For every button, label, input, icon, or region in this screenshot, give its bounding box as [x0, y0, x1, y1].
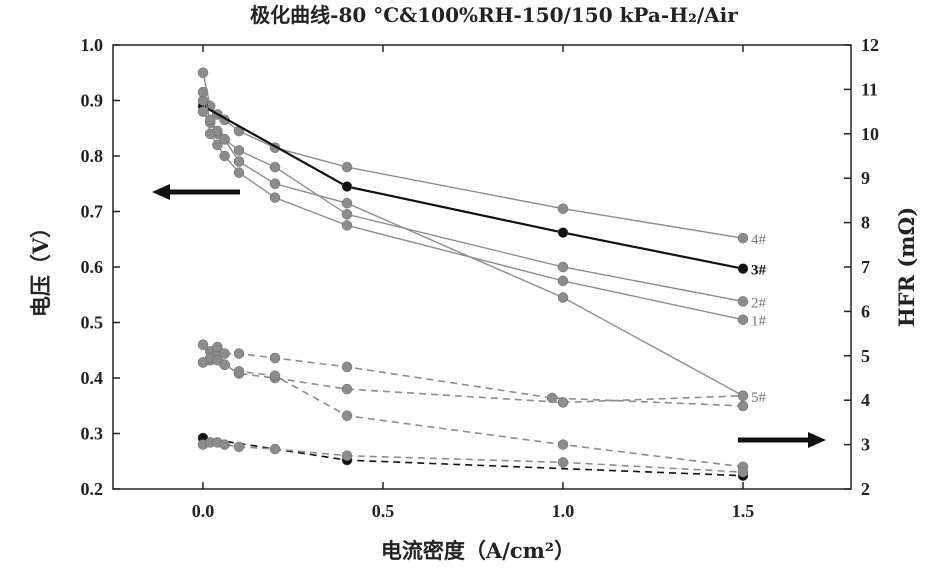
hfr-data-point [341, 383, 353, 395]
left-y-axis-label: 电压（V） [28, 217, 53, 317]
series-label: 2# [751, 295, 767, 311]
hfr-data-point [269, 443, 281, 455]
series-label: 5# [751, 390, 767, 406]
y-right-tick-label: 6 [861, 301, 870, 321]
hfr-data-point [557, 457, 569, 468]
hfr-data-point [546, 392, 558, 404]
hfr-data-point [737, 466, 749, 478]
y-left-tick-label: 0.5 [81, 313, 104, 333]
polarization-data-point [341, 181, 353, 192]
left-y-axis: 0.2 0.3 0.4 0.5 0.6 0.7 0.8 0.9 1.0 [81, 35, 120, 499]
polarization-data-point [233, 145, 245, 156]
polarization-data-point [212, 139, 223, 151]
y-right-tick-label: 3 [861, 435, 870, 455]
polarization-data-point [219, 134, 230, 145]
x-tick-label: 1.0 [552, 501, 575, 521]
hfr-data-point [557, 397, 569, 408]
y-right-tick-label: 4 [861, 390, 870, 410]
polarization-data-point [233, 156, 245, 167]
hfr-data-point [233, 348, 245, 359]
polarization-series-line [202, 100, 744, 321]
polarization-data-point [737, 390, 749, 402]
polarization-data-point [269, 161, 281, 173]
left-arrow-annotation [152, 184, 240, 200]
polarization-data-point [204, 114, 216, 126]
y-left-tick-label: 0.7 [81, 202, 104, 222]
polarization-data-point [737, 263, 749, 274]
hfr-data-point [557, 439, 569, 450]
hfr-series-line [202, 357, 744, 468]
y-left-tick-label: 0.3 [81, 424, 104, 444]
series-label: 4# [751, 232, 767, 248]
x-axis: 0.0 0.5 1.0 1.5 [192, 45, 755, 521]
hfr-data-point [341, 410, 353, 421]
y-left-tick-label: 0.9 [81, 91, 104, 111]
y-right-tick-label: 9 [861, 168, 870, 188]
hfr-data-point [219, 439, 230, 450]
y-right-tick-label: 11 [861, 79, 878, 99]
right-y-axis-label: HFR (mΩ) [894, 207, 919, 327]
y-right-tick-label: 2 [861, 479, 870, 499]
polarization-data-point [212, 125, 223, 137]
polarization-data-point [269, 192, 281, 203]
hfr-data-point [737, 400, 749, 412]
hfr-data-point [197, 339, 209, 350]
y-left-tick-label: 0.4 [81, 368, 104, 388]
y-right-tick-label: 10 [861, 124, 879, 144]
polarization-data-point [219, 150, 230, 162]
hfr-series-line [202, 437, 744, 477]
polarization-data-point [269, 178, 281, 189]
polarization-series-line [202, 105, 744, 270]
hfr-data-point [219, 359, 230, 370]
polarization-data-point [233, 167, 245, 178]
hfr-data-point [233, 366, 245, 377]
polarization-data-point [557, 203, 569, 214]
hfr-data-point [269, 370, 281, 382]
y-left-tick-label: 0.2 [81, 479, 104, 499]
polarization-series-line [202, 111, 744, 303]
x-tick-label: 0.5 [372, 501, 395, 521]
y-right-tick-label: 7 [861, 257, 870, 277]
y-right-tick-label: 8 [861, 213, 870, 233]
right-arrow-annotation [738, 432, 826, 448]
polarization-data-point [341, 161, 353, 173]
hfr-series-line [202, 441, 744, 473]
hfr-data-point [233, 441, 245, 453]
polarization-data-point [737, 314, 749, 325]
polarization-data-point [557, 292, 569, 303]
polarization-data-point [557, 275, 569, 287]
hfr-data-point [341, 450, 353, 461]
y-left-tick-label: 1.0 [81, 35, 104, 55]
polarization-data-point [737, 232, 749, 244]
right-y-axis: 2 3 4 5 6 7 8 9 10 11 12 [844, 35, 879, 499]
y-left-tick-label: 0.6 [81, 257, 104, 277]
series-label: 1# [751, 314, 767, 330]
y-right-tick-label: 5 [861, 346, 870, 366]
x-tick-label: 0.0 [192, 501, 215, 521]
polarization-series-line [202, 91, 744, 397]
x-axis-label: 电流密度（A/cm²） [381, 538, 575, 563]
x-tick-label: 1.5 [732, 501, 755, 521]
series-label: 3# [751, 263, 767, 279]
polarization-data-point [341, 220, 353, 231]
polarization-data-point [341, 197, 353, 209]
polarization-data-point [341, 209, 353, 220]
polarization-data-point [737, 296, 749, 307]
series-layer [197, 67, 749, 481]
hfr-data-point [341, 361, 353, 373]
polarization-data-point [557, 261, 569, 273]
series-labels: 4# 3# 2# 1# 5# [751, 232, 767, 406]
y-right-tick-label: 12 [861, 35, 879, 55]
polarization-data-point [197, 67, 209, 78]
y-left-tick-label: 0.8 [81, 146, 104, 166]
hfr-data-point [212, 341, 223, 353]
hfr-series-line [202, 345, 744, 404]
hfr-data-point [269, 352, 281, 364]
polarization-data-point [197, 86, 209, 98]
polarization-data-point [557, 227, 569, 238]
chart-title: 极化曲线-80 °C&100%RH-150/150 kPa-H₂/Air [250, 3, 738, 27]
